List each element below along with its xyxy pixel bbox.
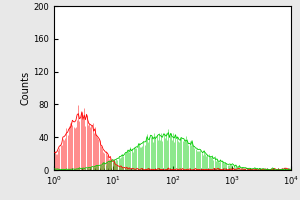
Y-axis label: Counts: Counts [20, 71, 31, 105]
